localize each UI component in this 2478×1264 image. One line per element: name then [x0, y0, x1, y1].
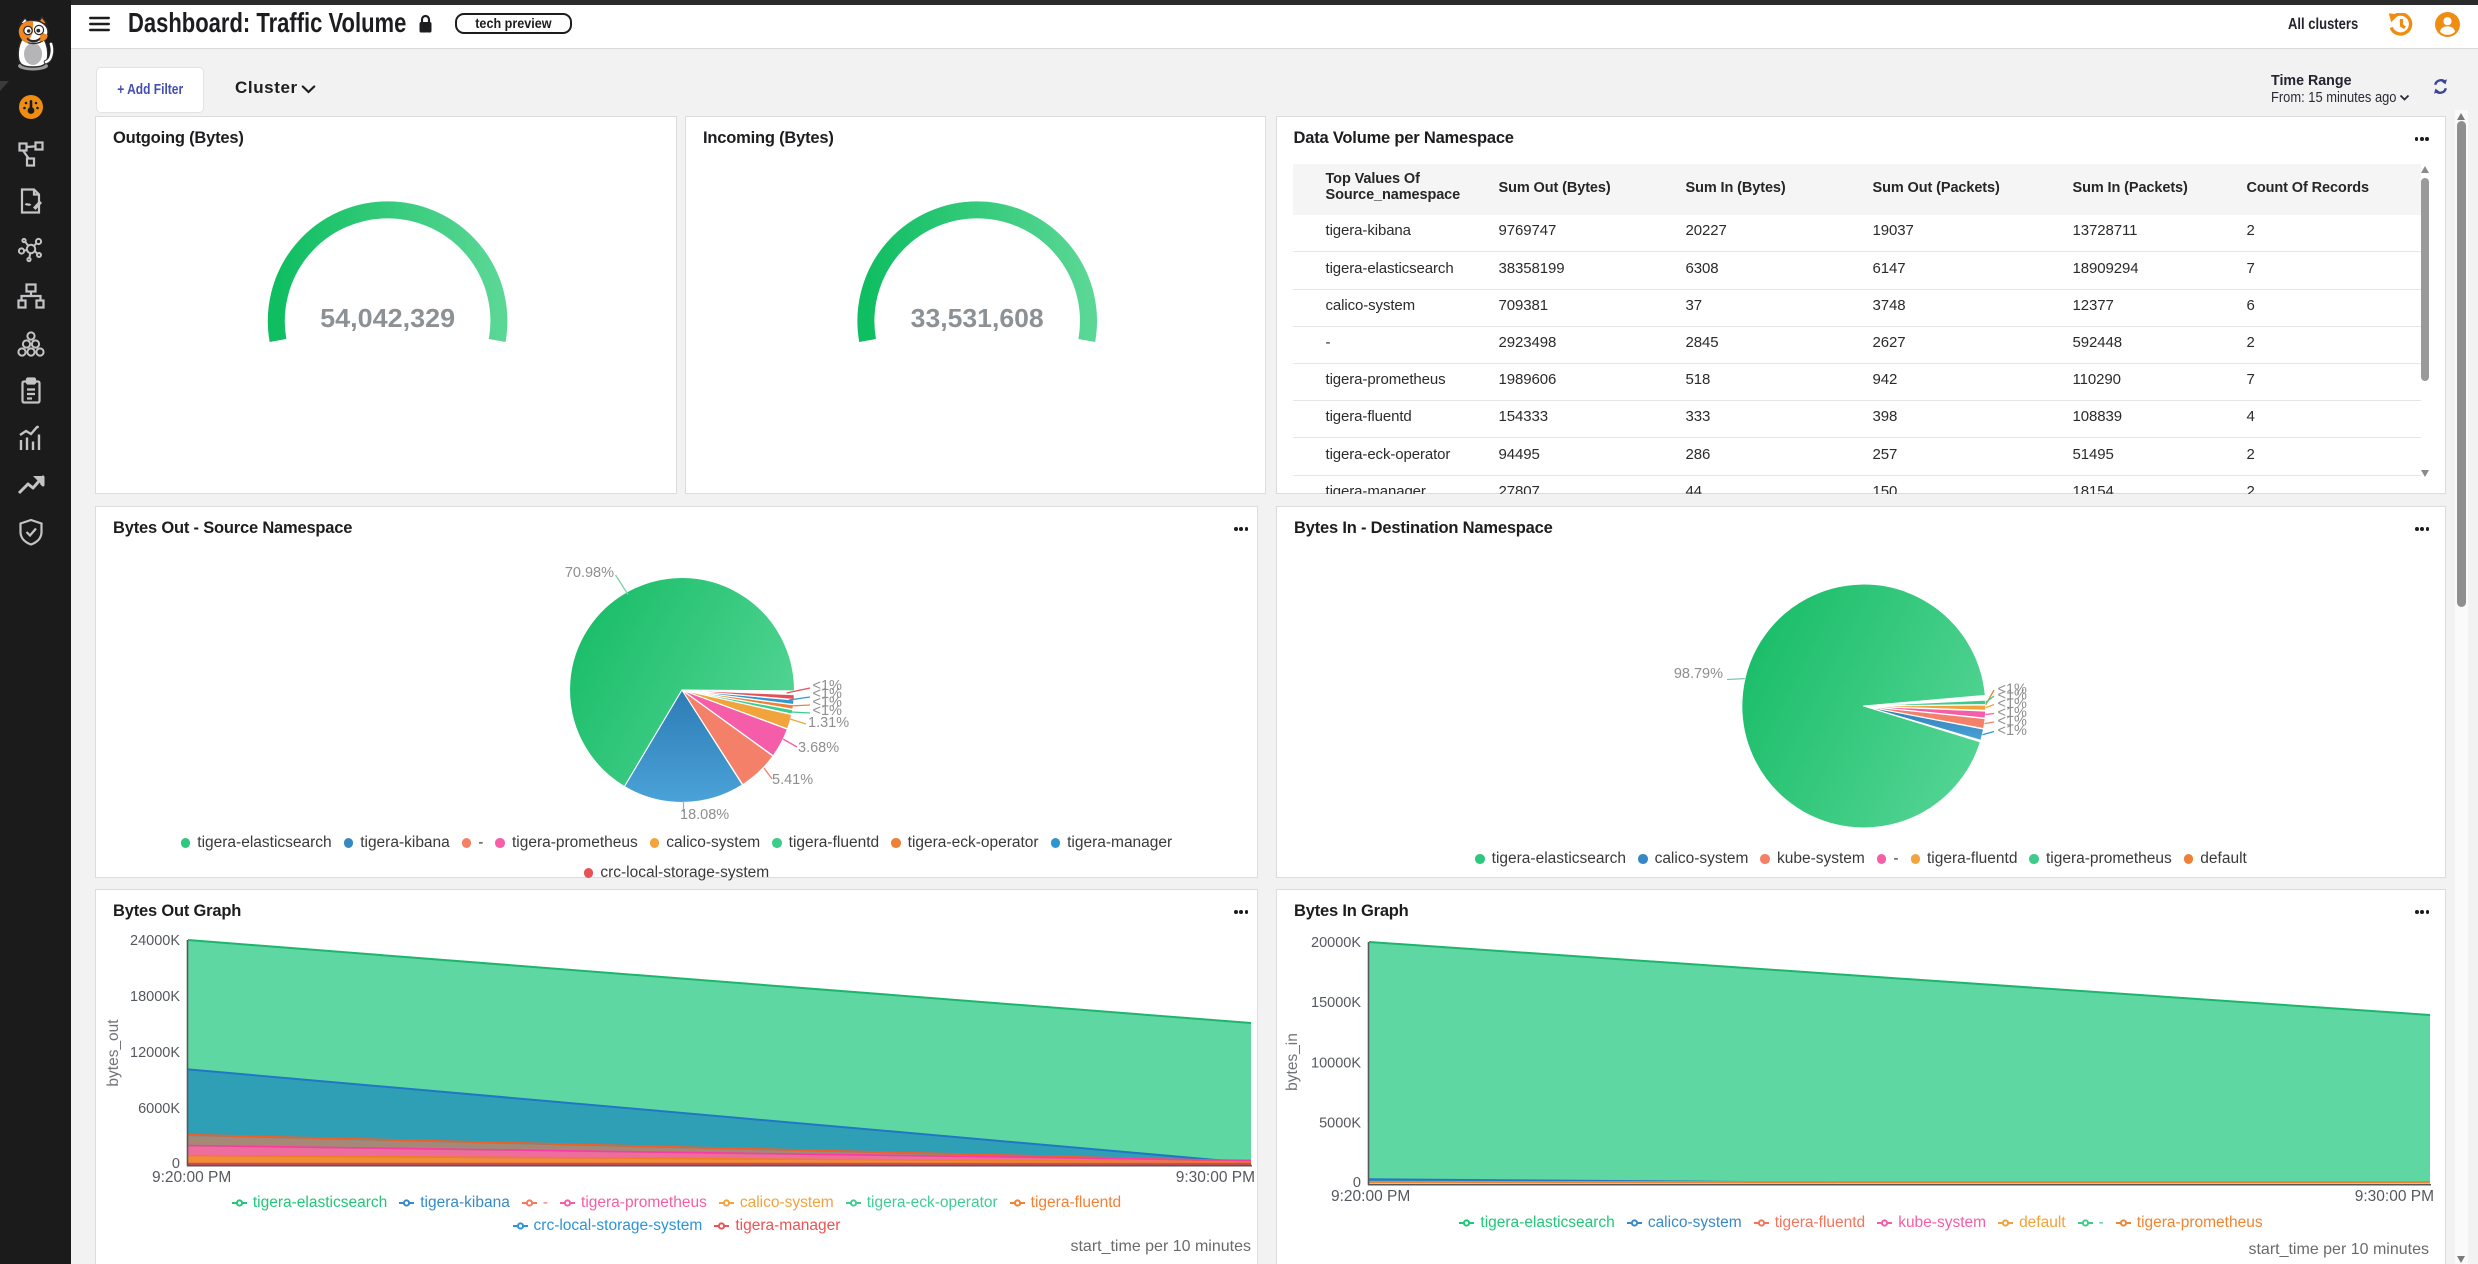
svg-text:<1%: <1%	[813, 703, 843, 719]
svg-text:<1%: <1%	[1998, 723, 2028, 739]
svg-text:24000K: 24000K	[130, 933, 180, 949]
svg-text:<1%: <1%	[1998, 696, 2028, 712]
svg-text:9:30:00 PM: 9:30:00 PM	[2355, 1188, 2434, 1205]
svg-text:18.08%: 18.08%	[680, 807, 729, 823]
svg-text:12000K: 12000K	[130, 1045, 180, 1061]
svg-text:6000K: 6000K	[138, 1101, 180, 1117]
svg-text:<1%: <1%	[1998, 714, 2028, 730]
svg-text:5000K: 5000K	[1319, 1116, 1361, 1132]
svg-text:70.98%: 70.98%	[565, 565, 614, 581]
svg-text:0: 0	[1353, 1175, 1361, 1191]
svg-text:18000K: 18000K	[130, 989, 180, 1005]
svg-text:<1%: <1%	[1998, 682, 2028, 698]
svg-text:15000K: 15000K	[1311, 995, 1361, 1011]
svg-text:<1%: <1%	[1998, 705, 2028, 721]
svg-text:bytes_out: bytes_out	[105, 1019, 122, 1087]
svg-text:10000K: 10000K	[1311, 1056, 1361, 1072]
svg-text:0: 0	[172, 1156, 180, 1172]
svg-text:<1%: <1%	[813, 678, 843, 694]
svg-text:<1%: <1%	[1998, 688, 2028, 704]
svg-text:20000K: 20000K	[1311, 935, 1361, 951]
svg-text:1.31%: 1.31%	[808, 715, 849, 731]
svg-text:33,531,608: 33,531,608	[911, 303, 1044, 333]
svg-text:9:20:00 PM: 9:20:00 PM	[152, 1169, 231, 1186]
svg-text:5.41%: 5.41%	[772, 772, 813, 788]
svg-text:<1%: <1%	[813, 695, 843, 711]
svg-text:3.68%: 3.68%	[798, 740, 839, 756]
svg-text:<1%: <1%	[813, 686, 843, 702]
svg-text:98.79%: 98.79%	[1674, 666, 1723, 682]
svg-text:9:20:00 PM: 9:20:00 PM	[1331, 1188, 1410, 1205]
svg-text:bytes_in: bytes_in	[1284, 1033, 1301, 1091]
svg-text:9:30:00 PM: 9:30:00 PM	[1176, 1169, 1255, 1186]
svg-text:54,042,329: 54,042,329	[320, 303, 455, 333]
